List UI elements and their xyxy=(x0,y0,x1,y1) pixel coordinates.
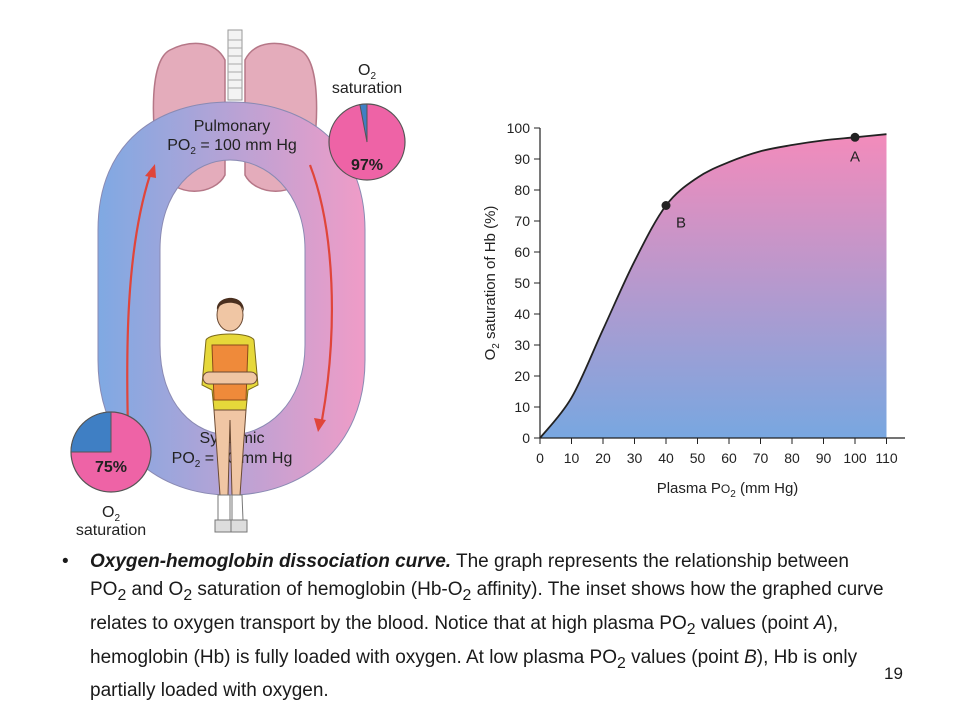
saturation-label-top: saturation xyxy=(332,80,402,97)
curve-area xyxy=(540,134,887,438)
pie-top-remainder xyxy=(359,103,368,143)
caption-part: The graph represents the relationship be… xyxy=(90,551,849,600)
caption-part: ), hemoglobin (Hb) is fully loaded with … xyxy=(90,612,839,668)
pie-top-value: 97% xyxy=(351,157,383,174)
caption-sub: 2 xyxy=(616,654,626,672)
x-tick-label: 0 xyxy=(536,450,544,466)
x-tick-label: 70 xyxy=(753,450,769,466)
flow-arrows xyxy=(126,164,333,432)
pie-chart-systemic: 75% O2 saturation xyxy=(70,411,152,539)
pie-chart-pulmonary: O2 saturation 97% xyxy=(328,62,406,181)
caption-bullet: • xyxy=(62,551,69,572)
pie-bottom-remainder xyxy=(70,411,112,453)
pie-bottom-value: 75% xyxy=(95,459,127,476)
caption-title: Oxygen-hemoglobin dissociation curve. xyxy=(90,551,452,572)
caption-sub: 2 xyxy=(117,586,127,604)
y-tick-label: 0 xyxy=(522,430,530,446)
point-b-label: B xyxy=(676,215,686,232)
curve-line xyxy=(539,133,887,439)
y-tick-label: 60 xyxy=(514,244,530,260)
y-tick-label: 40 xyxy=(514,306,530,322)
x-tick-label: 80 xyxy=(784,450,800,466)
pulmonary-label: Pulmonary xyxy=(194,118,270,135)
point-a-marker xyxy=(850,132,860,142)
caption-part: values (point xyxy=(695,612,814,634)
caption-part: ), Hb is only partially loaded with oxyg… xyxy=(90,646,858,702)
caption-sub: 2 xyxy=(686,620,696,638)
point-a-label: A xyxy=(850,148,860,165)
x-tick-label: 10 xyxy=(564,450,580,466)
x-tick-label: 60 xyxy=(721,450,737,466)
caption-part: and O xyxy=(126,579,184,600)
y-tick-label: 90 xyxy=(514,151,530,167)
point-markers: AB xyxy=(661,132,860,232)
pulmonary-po2-label: PO2 = 100 mm Hg xyxy=(167,137,297,157)
y-tick-label: 50 xyxy=(514,275,530,291)
o2-label-top: O2 xyxy=(358,62,376,82)
caption-text: Oxygen-hemoglobin dissociation curve. Th… xyxy=(90,548,890,705)
y-axis-label: O2 saturation of Hb (%) xyxy=(482,206,502,361)
caption-point-b: B xyxy=(744,646,757,668)
y-ticks: 0 10 20 30 40 50 60 70 80 90 100 xyxy=(507,120,540,446)
person-illustration xyxy=(201,297,259,533)
page-number: 19 xyxy=(884,664,903,683)
x-tick-label: 20 xyxy=(595,450,611,466)
x-tick-label: 50 xyxy=(690,450,706,466)
caption-point-a: A xyxy=(813,612,827,634)
saturation-label-bottom: saturation xyxy=(76,522,146,539)
caption-part: affinity). The inset shows how the graph… xyxy=(90,579,884,634)
x-tick-label: 110 xyxy=(875,450,898,466)
x-tick-label: 30 xyxy=(627,450,643,466)
y-tick-label: 80 xyxy=(514,182,530,198)
o2-label-bottom: O2 xyxy=(102,504,120,524)
y-tick-label: 100 xyxy=(507,120,531,136)
x-axis-label: Plasma PO2 (mm Hg) xyxy=(657,480,799,500)
y-tick-label: 70 xyxy=(514,213,530,229)
caption-sub: 2 xyxy=(462,586,472,604)
point-b-marker xyxy=(661,201,671,210)
x-tick-label: 90 xyxy=(816,450,832,466)
circulation-loop xyxy=(97,101,366,496)
caption-sub: 2 xyxy=(183,586,193,604)
y-tick-label: 10 xyxy=(514,399,530,415)
caption-part: values (point xyxy=(625,646,745,668)
dissociation-chart: 0 10 20 30 40 50 60 70 80 90 100 0 10 20 30 40 50 60 70 80… xyxy=(482,120,905,500)
y-tick-label: 20 xyxy=(514,368,530,384)
x-ticks: 0 10 20 30 40 50 60 70 80 90 100 110 xyxy=(536,438,898,466)
circulation-inset: Pulmonary PO2 = 100 mm Hg Systemic PO2 =… xyxy=(70,29,406,539)
y-tick-label: 30 xyxy=(514,337,530,353)
x-tick-label: 40 xyxy=(658,450,674,466)
x-tick-label: 100 xyxy=(843,450,867,466)
caption-part: saturation of hemoglobin (Hb-O xyxy=(192,579,463,600)
